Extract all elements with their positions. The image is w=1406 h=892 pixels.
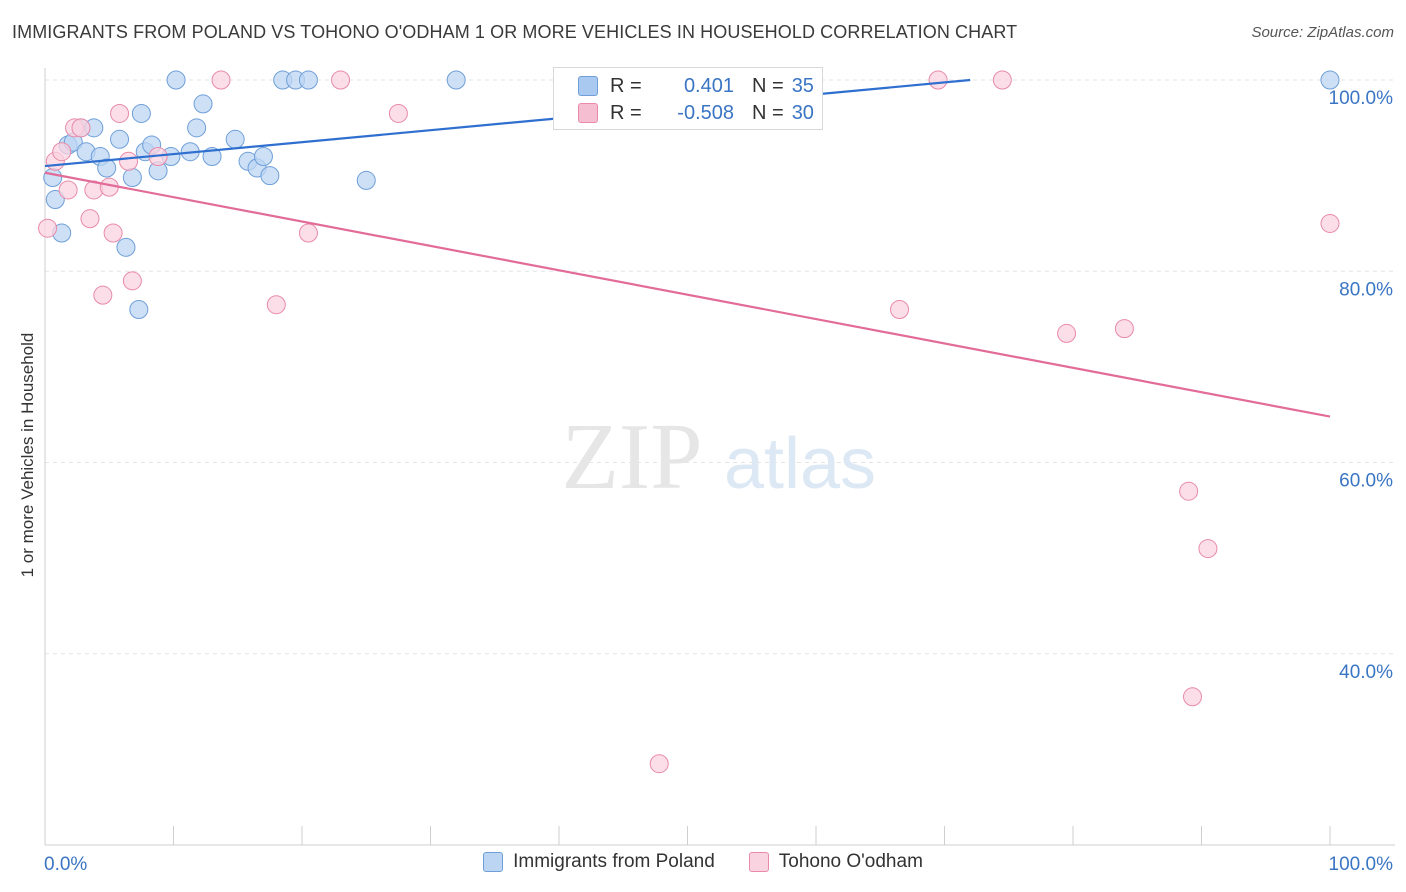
y-axis-label: 1 or more Vehicles in Household <box>18 332 37 578</box>
point-poland <box>187 118 207 138</box>
point-poland <box>260 166 280 186</box>
chart-title: IMMIGRANTS FROM POLAND VS TOHONO O'ODHAM… <box>12 22 1018 42</box>
stats-row-tohono: R = -0.508 N = 30 <box>578 99 814 127</box>
point-poland <box>110 129 130 149</box>
point-tohono <box>298 223 318 243</box>
y-tick-label: 60.0% <box>1339 471 1393 492</box>
stats-swatch-poland <box>578 76 598 96</box>
point-poland <box>116 237 136 257</box>
watermark-zip: ZIP <box>562 405 703 509</box>
point-poland <box>225 129 245 149</box>
y-tick-label: 100.0% <box>1329 88 1394 109</box>
n-label: N = <box>752 101 784 124</box>
tick-labels: 40.0% 60.0% 80.0% 100.0% 0.0% 100.0% <box>44 88 1393 875</box>
legend-swatch-poland <box>483 852 504 872</box>
point-tohono <box>211 70 231 90</box>
point-poland <box>253 147 273 166</box>
point-tohono <box>1179 481 1199 501</box>
point-poland <box>43 168 63 188</box>
legend-label-tohono: Tohono O'odham <box>778 851 923 872</box>
watermark-atlas: atlas <box>724 424 876 504</box>
n-value: 30 <box>791 101 814 124</box>
stats-box: R = 0.401 N = 35 R = -0.508 N = 30 <box>553 67 823 130</box>
legend-item-tohono[interactable]: Tohono O'odham <box>748 851 923 873</box>
r-value: 0.401 <box>683 74 734 97</box>
point-tohono <box>103 223 123 243</box>
n-value: 35 <box>791 74 814 97</box>
point-tohono <box>110 103 130 123</box>
point-tohono <box>928 70 948 90</box>
n-label: N = <box>752 74 784 97</box>
point-tohono <box>52 142 72 162</box>
point-poland <box>193 94 213 114</box>
y-tick-label: 40.0% <box>1339 662 1393 683</box>
legend-item-poland[interactable]: Immigrants from Poland <box>483 851 715 873</box>
point-tohono <box>331 70 351 90</box>
trend-line-poland <box>44 78 971 168</box>
legend-swatch-tohono <box>748 852 769 872</box>
point-tohono <box>266 295 286 315</box>
point-tohono <box>58 180 78 200</box>
point-tohono <box>38 218 58 238</box>
point-poland <box>131 103 151 123</box>
point-poland <box>129 300 149 319</box>
point-poland <box>166 70 186 90</box>
point-poland <box>97 158 117 178</box>
x-tick-label-max: 100.0% <box>1329 854 1394 875</box>
point-poland <box>45 190 65 210</box>
stats-row-poland: R = 0.401 N = 35 <box>578 72 814 100</box>
point-poland <box>122 168 142 188</box>
stats-swatch-tohono <box>578 103 598 123</box>
point-poland <box>446 70 466 90</box>
point-tohono <box>388 103 408 123</box>
point-tohono <box>122 271 142 291</box>
point-tohono <box>80 209 100 229</box>
r-label: R = <box>610 74 642 97</box>
point-tohono <box>1320 213 1340 233</box>
point-tohono <box>93 285 113 305</box>
point-tohono <box>1198 539 1218 559</box>
point-tohono <box>1057 323 1077 343</box>
trend-line-tohono <box>44 171 1331 418</box>
point-poland <box>298 70 318 90</box>
data-points <box>38 70 1340 774</box>
point-tohono <box>890 300 910 319</box>
source-label: Source: ZipAtlas.com <box>1251 24 1394 41</box>
point-tohono <box>649 754 669 774</box>
point-tohono <box>992 70 1012 90</box>
watermark: ZIP atlas <box>562 405 877 509</box>
r-value: -0.508 <box>677 101 734 124</box>
point-poland <box>356 170 376 190</box>
r-label: R = <box>610 101 642 124</box>
axes <box>44 68 1395 846</box>
legend: Immigrants from Poland Tohono O'odham <box>0 851 1406 873</box>
point-poland <box>1320 70 1340 90</box>
legend-label-poland: Immigrants from Poland <box>513 851 715 872</box>
x-tick-label-min: 0.0% <box>44 854 87 875</box>
point-tohono <box>71 118 91 138</box>
point-tohono <box>119 151 139 171</box>
y-tick-label: 80.0% <box>1339 279 1393 300</box>
point-tohono <box>1114 319 1134 339</box>
point-tohono <box>1183 687 1203 707</box>
